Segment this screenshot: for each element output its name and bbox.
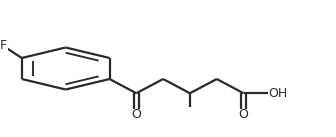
Text: F: F xyxy=(0,39,7,52)
Text: O: O xyxy=(239,109,249,121)
Text: O: O xyxy=(131,109,141,121)
Text: OH: OH xyxy=(269,87,288,100)
